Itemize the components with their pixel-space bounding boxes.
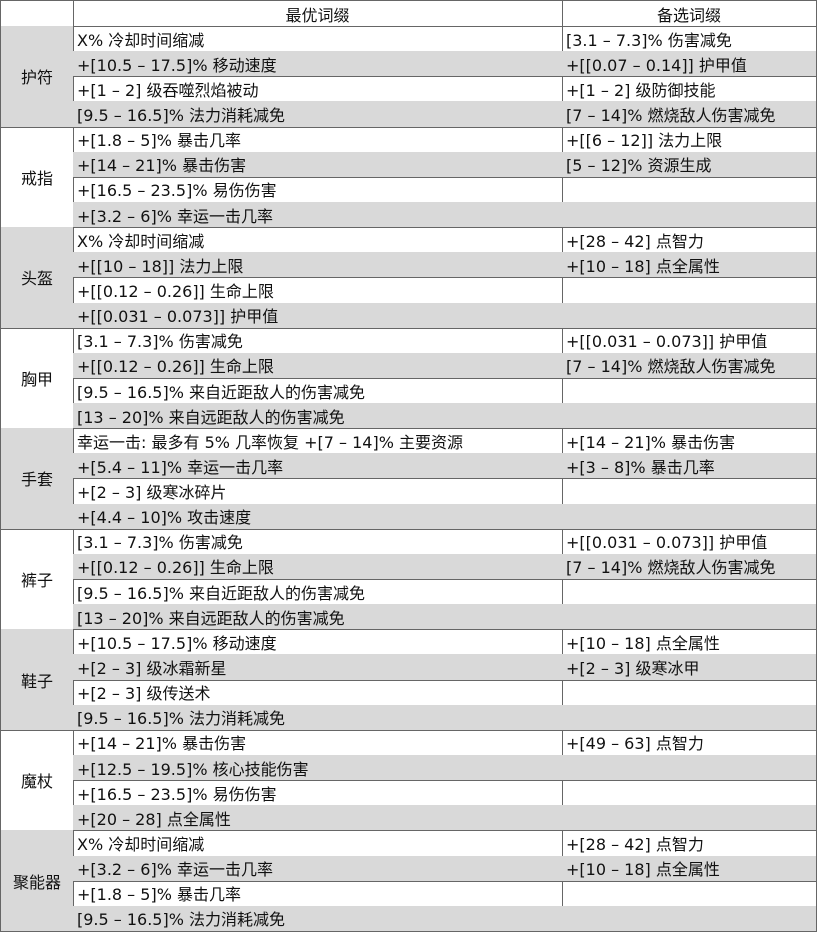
header-cell: 备选词缀 [562, 0, 817, 27]
best-affix: +[2 – 3] 级冰霜新星 [73, 654, 563, 681]
best-affix: +[3.2 – 6]% 幸运一击几率 [73, 201, 563, 229]
alt-affix: +[10 – 18] 点全属性 [562, 855, 817, 882]
best-affix: +[16.5 – 23.5]% 易伤伤害 [73, 780, 563, 807]
best-affix: [9.5 – 16.5]% 法力消耗减免 [73, 905, 563, 932]
alt-affix [562, 503, 817, 530]
best-affix: X% 冷却时间缩减 [73, 227, 563, 254]
alt-affix [562, 302, 817, 329]
group-label: 护符 [0, 26, 74, 128]
alt-affix: +[10 – 18] 点全属性 [562, 629, 817, 656]
group-label: 鞋子 [0, 629, 74, 731]
group-label: 手套 [0, 428, 74, 530]
alt-affix: +[28 – 42] 点智力 [562, 227, 817, 254]
best-affix: +[[0.12 – 0.26]] 生命上限 [73, 352, 563, 379]
alt-affix: +[1 – 2] 级防御技能 [562, 76, 817, 103]
best-affix: +[20 – 28] 点全属性 [73, 805, 563, 832]
alt-affix [562, 579, 817, 606]
best-affix: +[1 – 2] 级吞噬烈焰被动 [73, 76, 563, 103]
alt-affix: +[3 – 8]% 暴击几率 [562, 453, 817, 480]
alt-affix: [5 – 12]% 资源生成 [562, 151, 817, 178]
best-affix: [3.1 – 7.3]% 伤害减免 [73, 528, 563, 555]
alt-affix: +[28 – 42] 点智力 [562, 830, 817, 857]
alt-affix [562, 201, 817, 229]
alt-affix [562, 780, 817, 807]
group-label: 聚能器 [0, 830, 74, 932]
alt-affix [562, 679, 817, 706]
alt-affix [562, 403, 817, 430]
alt-affix [562, 704, 817, 731]
best-affix: +[10.5 – 17.5]% 移动速度 [73, 629, 563, 656]
best-affix: +[[0.12 – 0.26]] 生命上限 [73, 553, 563, 581]
alt-affix [562, 755, 817, 782]
alt-affix: +[[0.07 – 0.14]] 护甲值 [562, 51, 817, 78]
alt-affix: [3.1 – 7.3]% 伤害减免 [562, 26, 817, 53]
best-affix: +[14 – 21]% 暴击伤害 [73, 729, 563, 756]
best-affix: +[[10 – 18]] 法力上限 [73, 252, 563, 279]
group-label: 头盔 [0, 227, 74, 329]
alt-affix: [7 – 14]% 燃烧敌人伤害减免 [562, 553, 817, 581]
best-affix: +[10.5 – 17.5]% 移动速度 [73, 51, 563, 78]
best-affix: +[[0.031 – 0.073]] 护甲值 [73, 302, 563, 329]
alt-affix: [7 – 14]% 燃烧敌人伤害减免 [562, 352, 817, 379]
header-cell: 最优词缀 [73, 0, 563, 27]
alt-affix: +[49 – 63] 点智力 [562, 729, 817, 756]
best-affix: +[1.8 – 5]% 暴击几率 [73, 126, 563, 153]
best-affix: +[3.2 – 6]% 幸运一击几率 [73, 855, 563, 882]
best-affix: +[5.4 – 11]% 幸运一击几率 [73, 453, 563, 480]
best-affix: +[2 – 3] 级传送术 [73, 679, 563, 706]
best-affix: [13 – 20]% 来自远距敌人的伤害减免 [73, 604, 563, 631]
alt-affix: +[14 – 21]% 暴击伤害 [562, 428, 817, 455]
alt-affix [562, 604, 817, 631]
best-affix: X% 冷却时间缩减 [73, 830, 563, 857]
alt-affix [562, 478, 817, 505]
alt-affix: +[[0.031 – 0.073]] 护甲值 [562, 528, 817, 555]
best-affix: [9.5 – 16.5]% 法力消耗减免 [73, 704, 563, 731]
best-affix: [9.5 – 16.5]% 法力消耗减免 [73, 101, 563, 128]
best-affix: [9.5 – 16.5]% 来自近距敌人的伤害减免 [73, 377, 563, 405]
best-affix: [13 – 20]% 来自远距敌人的伤害减免 [73, 403, 563, 430]
best-affix: +[4.4 – 10]% 攻击速度 [73, 503, 563, 530]
header-corner [0, 0, 74, 27]
alt-affix [562, 905, 817, 932]
group-label: 裤子 [0, 528, 74, 631]
group-label: 魔杖 [0, 729, 74, 832]
alt-affix [562, 377, 817, 405]
best-affix: X% 冷却时间缩减 [73, 26, 563, 53]
alt-affix: [7 – 14]% 燃烧敌人伤害减免 [562, 101, 817, 128]
alt-affix [562, 277, 817, 304]
alt-affix [562, 176, 817, 203]
alt-affix [562, 880, 817, 907]
best-affix: +[14 – 21]% 暴击伤害 [73, 151, 563, 178]
group-label: 胸甲 [0, 327, 74, 430]
alt-affix: +[10 – 18] 点全属性 [562, 252, 817, 279]
group-label: 戒指 [0, 126, 74, 229]
best-affix: +[[0.12 – 0.26]] 生命上限 [73, 277, 563, 304]
best-affix: +[16.5 – 23.5]% 易伤伤害 [73, 176, 563, 203]
best-affix: [9.5 – 16.5]% 来自近距敌人的伤害减免 [73, 579, 563, 606]
best-affix: +[1.8 – 5]% 暴击几率 [73, 880, 563, 907]
alt-affix [562, 805, 817, 832]
best-affix: +[12.5 – 19.5]% 核心技能伤害 [73, 755, 563, 782]
alt-affix: +[[0.031 – 0.073]] 护甲值 [562, 327, 817, 354]
best-affix: [3.1 – 7.3]% 伤害减免 [73, 327, 563, 354]
best-affix: 幸运一击: 最多有 5% 几率恢复 +[7 – 14]% 主要资源 [73, 428, 563, 455]
alt-affix: +[2 – 3] 级寒冰甲 [562, 654, 817, 681]
alt-affix: +[[6 – 12]] 法力上限 [562, 126, 817, 153]
best-affix: +[2 – 3] 级寒冰碎片 [73, 478, 563, 505]
